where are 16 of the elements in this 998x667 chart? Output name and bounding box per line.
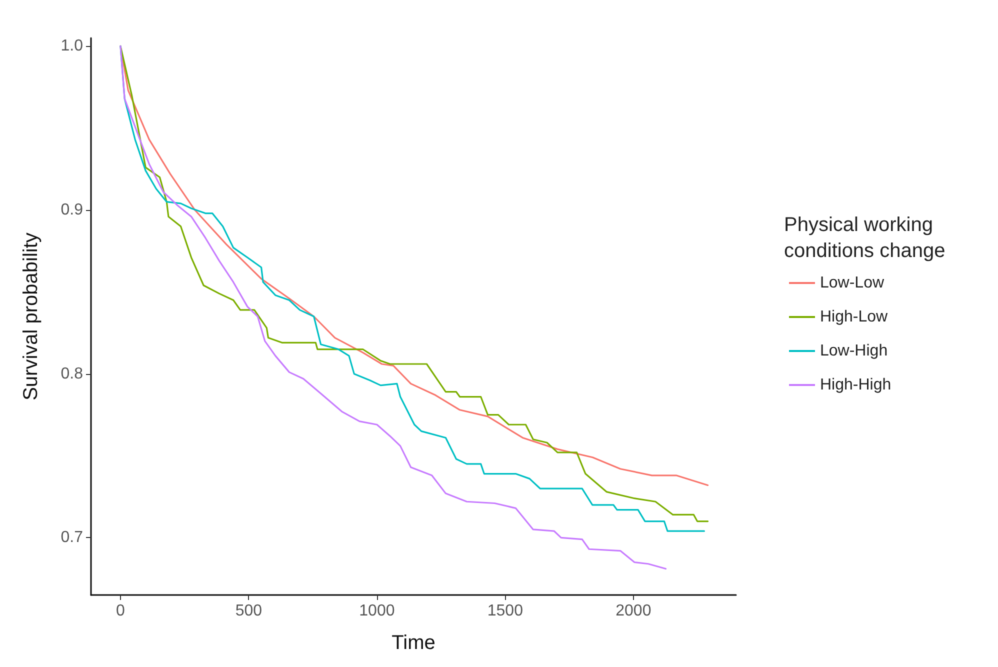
x-axis-title: Time	[392, 632, 436, 654]
legend-label: High-Low	[820, 308, 888, 326]
x-tick-label: 500	[235, 602, 262, 620]
legend-label: Low-High	[820, 342, 888, 360]
x-tick-label: 0	[116, 602, 126, 620]
legend-label: Low-Low	[820, 274, 884, 292]
x-tick-label: 2000	[616, 602, 652, 620]
y-tick-label: 1.0	[60, 38, 84, 55]
y-tick-label: 0.9	[60, 202, 84, 219]
x-tick-label: 1500	[487, 602, 524, 620]
y-axis-title: Survival probability	[20, 232, 42, 400]
x-tick-label: 1000	[359, 602, 395, 620]
y-tick-label: 0.8	[60, 365, 84, 382]
y-tick-label: 0.7	[60, 529, 84, 546]
legend-label: High-High	[820, 376, 892, 394]
legend-title: Physical working conditions change	[784, 214, 946, 262]
